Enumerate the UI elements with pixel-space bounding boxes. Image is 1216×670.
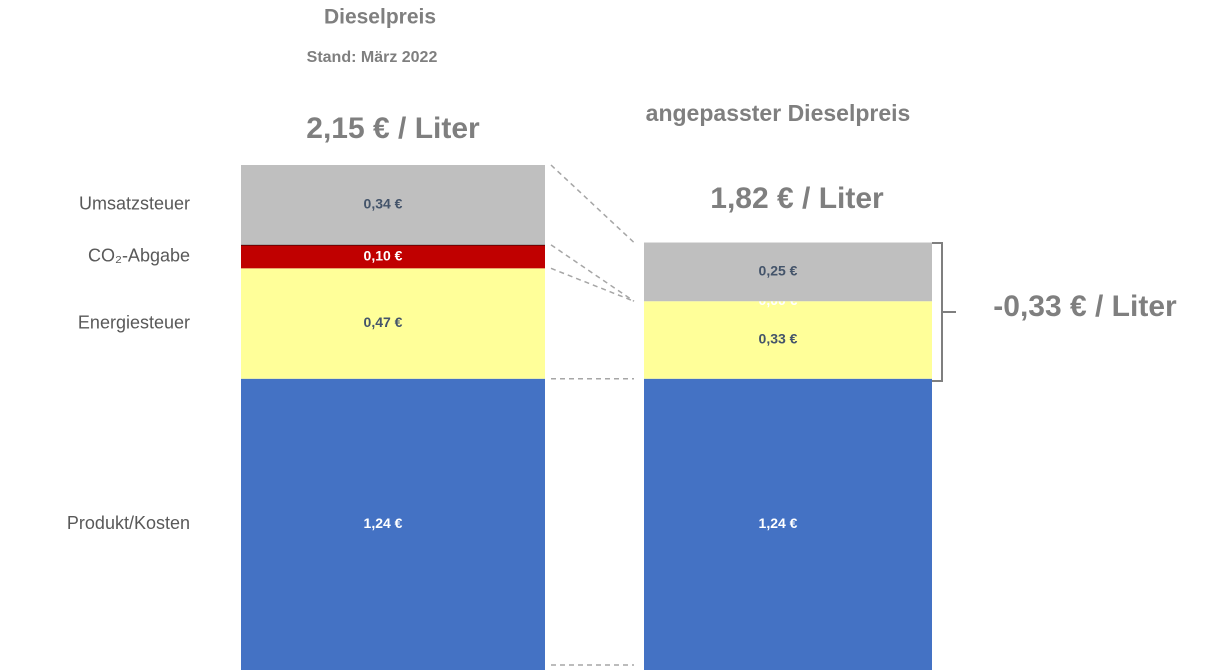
bar-segment — [644, 242, 932, 302]
bar-segment — [241, 165, 545, 245]
bracket — [932, 242, 956, 382]
legend-label: Umsatzsteuer — [79, 194, 190, 214]
bar-segment — [644, 301, 932, 379]
value-label: 0,33 € — [759, 331, 798, 347]
value-label: 0,25 € — [759, 263, 798, 279]
value-label: 1,24 € — [759, 515, 798, 531]
connector — [550, 164, 635, 244]
connector — [550, 267, 635, 302]
legend-label: Energiesteuer — [78, 312, 190, 332]
total-label: 2,15 € / Liter — [306, 112, 480, 145]
bar-segment — [241, 268, 545, 379]
chart-subtitle: Stand: März 2022 — [307, 49, 438, 66]
legend-label: Produkt/Kosten — [67, 513, 190, 533]
bar-segment — [241, 244, 545, 269]
value-label: 0,34 € — [364, 196, 403, 212]
bar-segment — [644, 378, 932, 670]
chart-title: angepasster Dieselpreis — [646, 100, 911, 126]
bar-segment — [241, 378, 545, 670]
connector — [550, 244, 635, 302]
difference-label: -0,33 € / Liter — [993, 290, 1177, 323]
total-label: 1,82 € / Liter — [710, 182, 884, 215]
value-label: 0,47 € — [364, 314, 403, 330]
chart-title: Dieselpreis — [324, 6, 436, 29]
legend-label: CO₂-Abgabe — [88, 245, 190, 265]
value-label: 1,24 € — [364, 515, 403, 531]
value-label: 0,10 € — [364, 247, 403, 263]
